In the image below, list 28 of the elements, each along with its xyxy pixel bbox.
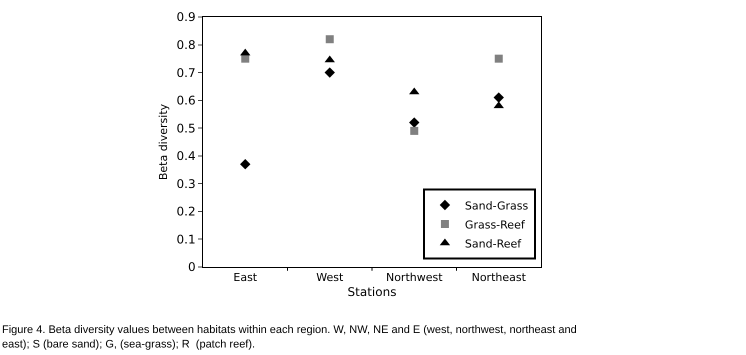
- y-tick-label: 0.2: [176, 204, 196, 219]
- y-tick-label: 0.7: [176, 66, 196, 80]
- y-tick-label: 0.8: [176, 38, 196, 52]
- point: [494, 92, 504, 103]
- legend-label: Grass-Reef: [464, 218, 526, 232]
- point: [324, 67, 335, 78]
- caption: Figure 4. Beta diversity values between habitats within each region. W, NW, NE and E (west, northwest, northeast and east); S (bare sand); G, (sea-grass); R (patch reef).: [2, 324, 577, 350]
- point: [326, 35, 334, 44]
- legend-label: Sand-Reef: [464, 237, 522, 250]
- y-tick-label: 0.1: [176, 232, 196, 246]
- point: [410, 126, 418, 135]
- x-axis-title: Stations: [348, 285, 396, 300]
- y-tick-label: 0.3: [176, 176, 196, 191]
- y-axis-title: Beta diversity: [157, 103, 170, 180]
- point: [409, 117, 420, 128]
- point: [494, 54, 503, 63]
- x-tick-label: East: [233, 271, 258, 284]
- y-tick-label: 0.6: [176, 94, 196, 108]
- x-tick-label: Northeast: [472, 271, 527, 284]
- y-tick-label: 0.5: [176, 121, 196, 136]
- legend-label: Sand-Grass: [464, 199, 528, 212]
- x-tick-label: Northwest: [386, 271, 444, 284]
- point: [240, 159, 250, 170]
- x-tick-label: West: [316, 271, 344, 284]
- y-tick-label: 0.4: [176, 149, 196, 164]
- y-tick-label: 0: [188, 260, 196, 274]
- point: [494, 101, 504, 108]
- y-tick-label: 0.9: [176, 10, 196, 24]
